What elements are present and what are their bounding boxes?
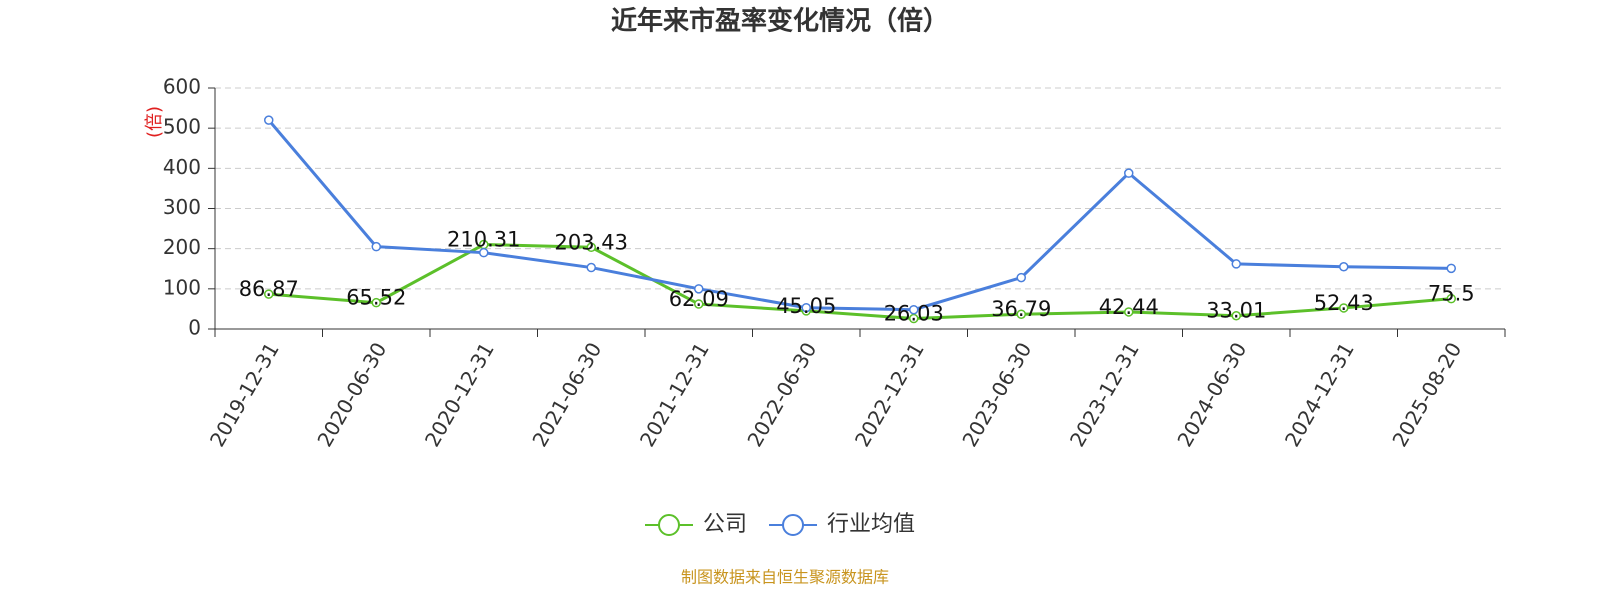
data-label: 45.05 xyxy=(776,294,836,318)
y-tick-label: 0 xyxy=(188,316,201,340)
data-point xyxy=(801,302,811,313)
data-label: 86.87 xyxy=(239,277,299,301)
data-point xyxy=(1016,272,1026,283)
data-point xyxy=(1124,307,1134,317)
x-tick-label: 2023-12-31 xyxy=(1065,338,1144,451)
data-label: 26.03 xyxy=(884,302,944,326)
x-tick-label: 2021-06-30 xyxy=(527,338,606,451)
x-tick-label: 2021-12-31 xyxy=(635,338,714,451)
data-point xyxy=(1231,259,1241,269)
x-tick-label: 2022-12-31 xyxy=(850,338,929,451)
data-point xyxy=(1339,261,1349,272)
x-tick-label: 2024-06-30 xyxy=(1172,338,1251,451)
chart-title: 近年来市盈率变化情况（倍） xyxy=(611,6,949,37)
x-tick-label: 2023-06-30 xyxy=(957,338,1036,451)
data-label: 36.79 xyxy=(991,297,1051,321)
y-tick-label: 400 xyxy=(163,155,201,179)
data-point xyxy=(479,247,489,258)
source-note: 制图数据来自恒生聚源数据库 xyxy=(681,568,889,587)
data-label: 52.43 xyxy=(1314,291,1374,315)
legend-label: 行业均值 xyxy=(827,512,915,537)
legend-label: 公司 xyxy=(703,512,747,537)
y-tick-label: 300 xyxy=(163,195,201,219)
data-point xyxy=(694,284,704,294)
y-tick-label: 100 xyxy=(163,275,201,299)
legend-marker xyxy=(782,514,805,536)
data-point xyxy=(1231,310,1241,321)
x-tick-label: 2025-08-20 xyxy=(1387,338,1466,451)
data-label: 33.01 xyxy=(1206,299,1266,323)
data-label: 42.44 xyxy=(1099,295,1159,319)
y-tick-label: 200 xyxy=(163,235,201,259)
data-label: 203.43 xyxy=(555,230,628,254)
data-point xyxy=(264,289,274,299)
x-tick-label: 2019-12-31 xyxy=(205,338,284,451)
series-line xyxy=(268,243,1452,321)
data-point xyxy=(909,304,919,315)
data-point xyxy=(694,299,704,309)
data-point xyxy=(909,313,919,324)
data-label: 75.5 xyxy=(1428,282,1475,306)
data-point xyxy=(264,115,274,125)
x-tick-label: 2020-06-30 xyxy=(312,338,391,451)
data-label: 62.09 xyxy=(669,287,729,311)
y-tick-label: 500 xyxy=(163,115,201,139)
data-point xyxy=(1124,168,1134,178)
data-point xyxy=(1339,303,1349,313)
data-point xyxy=(1016,309,1026,319)
data-point xyxy=(1446,263,1456,274)
data-label: 210.31 xyxy=(447,228,520,252)
series-line xyxy=(267,119,1452,312)
x-tick-label: 2024-12-31 xyxy=(1280,338,1359,451)
data-point xyxy=(371,297,381,308)
data-point xyxy=(1446,293,1456,304)
data-point xyxy=(371,241,381,252)
data-label: 65.52 xyxy=(346,286,406,310)
data-point xyxy=(586,262,596,273)
x-tick-label: 2020-12-31 xyxy=(420,338,499,451)
x-tick-label: 2022-06-30 xyxy=(742,338,821,451)
data-point xyxy=(586,242,596,253)
legend-marker xyxy=(658,514,680,536)
y-tick-label: 600 xyxy=(163,75,201,99)
y-axis-label: (倍) xyxy=(144,106,165,138)
